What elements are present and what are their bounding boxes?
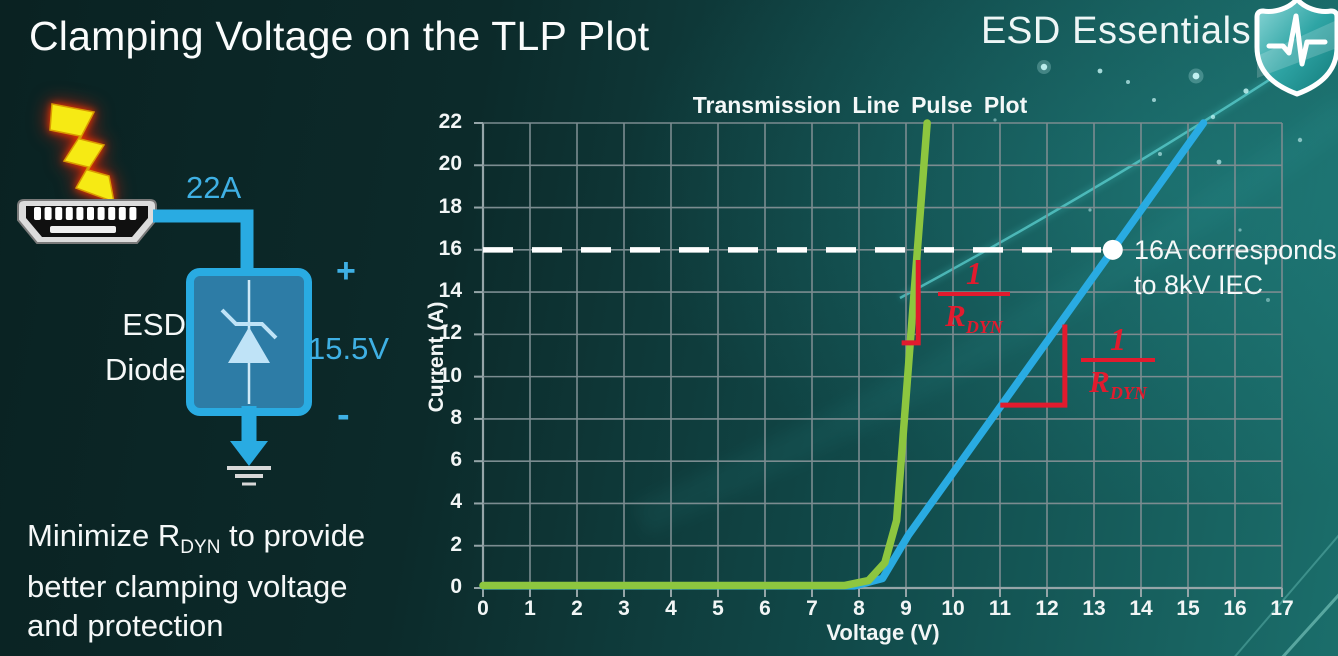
- x-axis-label: Voltage (V): [826, 620, 940, 645]
- rdyn-fraction-blue: 1 RDYN: [1079, 323, 1157, 410]
- chart-title: Transmission Line Pulse Plot: [692, 92, 1028, 118]
- pulse-line-icon: [1266, 13, 1328, 67]
- takeaway-note: Minimize RDYN to provide better clamping…: [27, 518, 366, 644]
- plus-label: +: [336, 252, 356, 290]
- esd-diode-symbol: [186, 268, 312, 416]
- minus-label: -: [337, 394, 350, 436]
- brand-title: ESD Essentials: [981, 10, 1252, 52]
- surge-current-label: 22A: [186, 170, 242, 205]
- fraction-bar: [1081, 358, 1155, 362]
- y-axis-label: Current (A): [425, 301, 448, 413]
- zener-bar: [220, 308, 278, 340]
- page-title: Clamping Voltage on the TLP Plot: [29, 13, 650, 59]
- fraction-bar: [938, 292, 1010, 296]
- ground-arrowhead: [230, 441, 268, 466]
- swoosh-band: [632, 96, 1338, 536]
- slope-bracket: [1000, 324, 1068, 408]
- series-green_lower_rdyn_device: [479, 119, 931, 590]
- esd-diode-label: ESD Diode: [105, 307, 186, 387]
- marker-annotation: 16A corresponds to 8kV IEC: [1134, 235, 1337, 300]
- hdmi-connector-icon: [17, 199, 157, 244]
- corner-streak: [1234, 534, 1338, 656]
- esd-shield-logo-icon: [1254, 0, 1338, 97]
- rdyn-fraction-green: 1 RDYN: [936, 257, 1012, 344]
- corner-streak: [1281, 593, 1338, 656]
- diode-triangle: [228, 327, 270, 363]
- wire: [153, 209, 254, 276]
- ground-icon: [227, 466, 271, 486]
- slope-bracket: [901, 260, 921, 346]
- marker-dot: [1102, 239, 1123, 260]
- clamp-voltage-label: 15.5V: [308, 331, 390, 366]
